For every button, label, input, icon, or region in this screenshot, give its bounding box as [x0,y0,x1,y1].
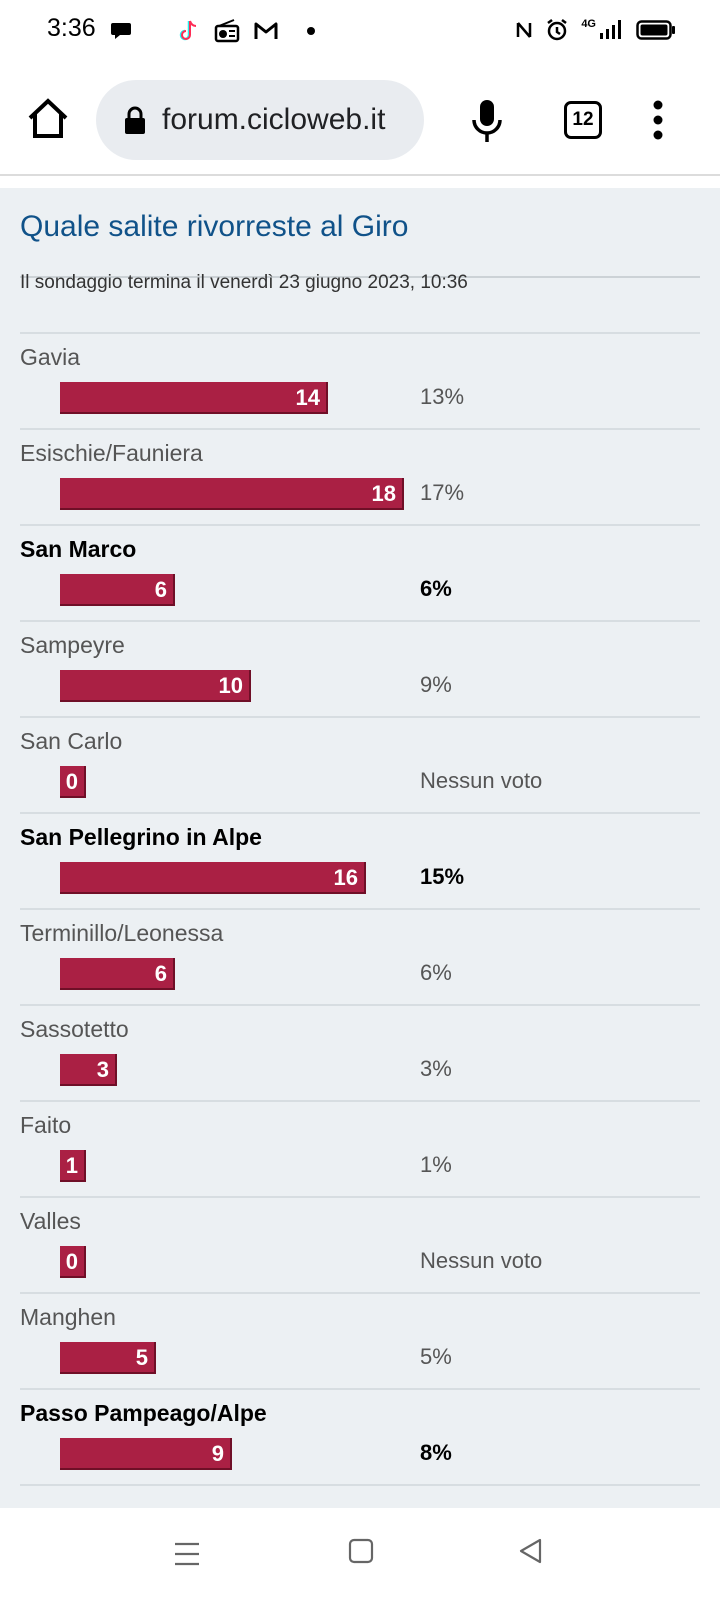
home-button[interactable] [26,96,70,140]
alarm-icon [547,19,568,41]
poll-option-row: Faito 1 1% [20,1100,700,1196]
more-notifications-icon [307,27,315,35]
poll-result-bar: 3 [60,1054,117,1086]
browser-toolbar: forum.cicloweb.it 12 [0,64,720,176]
more-options-icon[interactable] [651,100,665,140]
address-bar[interactable]: forum.cicloweb.it [96,80,424,160]
poll-option-percent: 5% [420,1344,452,1369]
poll-option-percent: 9% [420,672,452,697]
poll-option-percent: 6% [420,960,452,985]
poll-result-bar: 1 [60,1150,86,1182]
recent-apps-button[interactable] [174,1542,200,1566]
poll-option-label: San Marco [20,536,137,562]
microphone-button[interactable] [470,98,504,144]
poll-result-bar: 18 [60,478,404,510]
poll-list-divider [20,1484,700,1486]
poll-option-row: San Carlo 0 Nessun voto [20,716,700,812]
poll-title[interactable]: Quale salite rivorreste al Giro [20,208,700,278]
nav-back-button[interactable] [518,1538,544,1564]
status-time: 3:36 [47,14,96,42]
battery-icon [636,20,675,40]
radio-icon [214,19,240,43]
tab-switcher-button[interactable]: 12 [564,101,602,139]
network-type: 4G [581,18,596,30]
poll-option-row: Valles 0 Nessun voto [20,1196,700,1292]
poll-option-row: Terminillo/Leonessa 6 6% [20,908,700,1004]
poll-option-row: San Marco 6 6% [20,524,700,620]
poll-option-row: Manghen 5 5% [20,1292,700,1388]
poll-option-percent: 3% [420,1056,452,1081]
poll-end-date: Il sondaggio termina il venerdì 23 giugn… [20,272,468,293]
poll-option-label: Esischie/Fauniera [20,440,203,466]
signal-icon [600,20,621,39]
chat-bubble-icon [111,23,131,39]
status-bar: 3:36 4G [0,0,720,64]
poll-result-bar: 6 [60,574,175,606]
poll-option-percent: 8% [420,1440,452,1465]
poll-result-bar: 5 [60,1342,156,1374]
poll-result-bar: 0 [60,1246,86,1278]
poll-option-percent: Nessun voto [420,1248,543,1273]
poll-option-label: Passo Pampeago/Alpe [20,1400,267,1426]
poll-option-percent: 13% [420,384,465,409]
poll-option-percent: 1% [420,1152,452,1177]
nfc-icon [517,22,532,38]
poll-option-percent: Nessun voto [420,768,543,793]
poll-option-row: Esischie/Fauniera 18 17% [20,428,700,524]
system-nav-bar [0,1508,720,1600]
notification-icons [110,18,316,44]
poll-result-bar: 6 [60,958,175,990]
poll-option-percent: 17% [420,480,465,505]
poll-option-percent: 6% [420,576,452,601]
system-icons: 4G [515,18,676,42]
tab-count: 12 [572,109,594,130]
lock-icon [125,106,145,134]
poll-option-row: Sampeyre 10 9% [20,620,700,716]
poll-result-bar: 14 [60,382,328,414]
poll-option-row: San Pellegrino in Alpe 16 15% [20,812,700,908]
poll-result-bar: 10 [60,670,251,702]
poll-options-list: Gavia 14 13% Esischie/Fauniera 18 17% San Marc… [20,332,700,1486]
poll-panel: Quale salite rivorreste al Giro Il sonda… [0,188,720,1508]
tiktok-icon [179,20,197,41]
nav-home-button[interactable] [348,1538,374,1564]
poll-result-bar: 16 [60,862,366,894]
poll-option-row: Sassotetto 3 3% [20,1004,700,1100]
poll-option-label: San Carlo [20,728,123,754]
url-text[interactable]: forum.cicloweb.it [162,103,386,136]
poll-option-label: Faito [20,1112,72,1138]
poll-result-bar: 0 [60,766,86,798]
poll-option-label: Terminillo/Leonessa [20,920,224,946]
poll-option-label: Valles [20,1208,81,1234]
gmail-icon [254,22,278,39]
poll-result-bar: 9 [60,1438,232,1470]
poll-option-label: Sampeyre [20,632,125,658]
poll-option-label: Gavia [20,344,81,370]
poll-option-label: Manghen [20,1304,116,1330]
poll-option-label: Sassotetto [20,1016,129,1042]
poll-option-label: San Pellegrino in Alpe [20,824,262,850]
poll-option-row: Gavia 14 13% [20,332,700,428]
poll-option-row: Passo Pampeago/Alpe 9 8% [20,1388,700,1484]
poll-option-percent: 15% [420,864,465,889]
